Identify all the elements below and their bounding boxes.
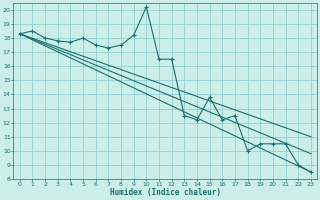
X-axis label: Humidex (Indice chaleur): Humidex (Indice chaleur) xyxy=(110,188,221,197)
